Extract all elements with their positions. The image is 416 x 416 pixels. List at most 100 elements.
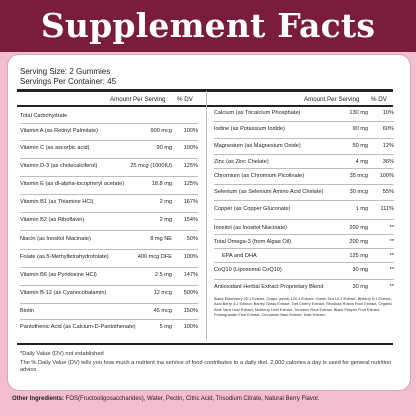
- column-divider: [206, 91, 207, 341]
- nutrient-amount: 35 mcg: [349, 173, 368, 179]
- right-dv-header: % DV: [371, 96, 387, 103]
- nutrient-dv: 154%: [183, 217, 198, 223]
- nutrient-dv: 60%: [382, 126, 394, 132]
- right-rows-item: Selenium (as Selenium Amino Acid Chelate…: [214, 187, 394, 198]
- row-divider: [214, 219, 394, 220]
- serving-size: Serving Size: 2 Gummies: [20, 67, 111, 76]
- row-divider: [20, 176, 198, 177]
- row-divider: [20, 158, 198, 159]
- nutrient-name: Vitamin D-3 (as cholecalciferol): [20, 163, 98, 169]
- nutrient-dv: **: [389, 239, 394, 245]
- nutrient-amount: 18.8 mg: [151, 181, 172, 187]
- nutrient-amount: 1 mg: [355, 206, 368, 212]
- nutrient-name: Zinc (as Zinc Chelate): [214, 159, 269, 165]
- nutrient-amount: 125 mg: [349, 253, 368, 259]
- nutrient-name: Vitamin B2 (as Riboflavin): [20, 217, 85, 223]
- left-rows-item: Vitamin E (as dl-alpha-tocopheryl acetat…: [20, 179, 198, 190]
- nutrient-name: Vitamin E (as dl-alpha-tocopheryl acetat…: [20, 181, 125, 187]
- nutrient-dv: **: [389, 284, 394, 290]
- nutrient-dv: 125%: [183, 163, 198, 169]
- left-rows-item: Vitamin B2 (as Riboflavin) 2 mg 154%: [20, 215, 198, 226]
- nutrient-name: Chromium (as Chromium Picolinate): [214, 173, 305, 179]
- left-rows-item: Vitamin B-12 (as Cyanocobalamin) 12 mcg 50…: [20, 288, 198, 299]
- nutrient-amount: 200 mg: [349, 225, 368, 231]
- right-rows-item: Zinc (as Zinc Chelate) 4 mg 36%: [214, 157, 394, 168]
- row-divider: [214, 121, 394, 122]
- nutrient-amount: 30 mg: [352, 267, 368, 273]
- nutrient-amount: 130 mg: [349, 110, 368, 116]
- row-divider: [214, 234, 394, 235]
- left-rows-item: Vitamin B6 (as Pyridoxine HCl) 2.5 mg 147%: [20, 270, 198, 281]
- row-divider: [214, 200, 394, 201]
- left-rows-item: Total Carbohydrate: [20, 111, 198, 122]
- top-rule: [17, 89, 393, 92]
- nutrient-dv: **: [389, 253, 394, 259]
- nutrient-name: Folate (as 5-Methyltetrahydrofolate): [20, 254, 109, 260]
- right-rows-item: Chromium (as Chromium Picolinate) 35 mcg 1…: [214, 171, 394, 182]
- nutrient-dv: **: [389, 267, 394, 273]
- nutrient-name: Vitamin B-12 (as Cyanocobalamin): [20, 290, 107, 296]
- nutrient-amount: 400 mcg DFE: [137, 254, 172, 260]
- page-title: Supplement Facts: [40, 6, 376, 45]
- nutrient-dv: 100%: [183, 254, 198, 260]
- nutrient-dv: 150%: [183, 308, 198, 314]
- nutrient-dv: **: [389, 225, 394, 231]
- nutrient-name: EPA and DHA: [222, 253, 257, 259]
- footnote-not-established: *Daily Value (DV) not established: [20, 351, 104, 357]
- nutrient-amount: 4 mg: [355, 159, 368, 165]
- right-rows-item: Antioxidant Herbal Extract Proprietary B…: [214, 282, 394, 293]
- nutrient-name: Iodine (as Potassium Iodide): [214, 126, 285, 132]
- nutrient-name: Copper (as Copper Gluconate): [214, 206, 291, 212]
- nutrient-amount: 90 mg: [156, 145, 172, 151]
- nutrient-amount: 2.5 mg: [154, 272, 172, 278]
- nutrient-name: Niacin (as Inositol Niacinate): [20, 236, 91, 242]
- left-rows-item: Vitamin D-3 (as cholecalciferol) 25 mcg (…: [20, 161, 198, 172]
- nutrient-dv: 100%: [183, 128, 198, 134]
- row-divider: [214, 168, 394, 169]
- nutrient-amount: 25 mcg (1000IU): [130, 163, 172, 169]
- nutrient-name: Vitamin C (as ascorbic acid): [20, 145, 90, 151]
- nutrient-amount: 5 mg: [159, 324, 172, 330]
- nutrient-name: Vitamin B6 (as Pyridoxine HCl): [20, 272, 97, 278]
- other-ingredients: Other Ingredients: FOS(Fructooligosaccha…: [12, 396, 412, 402]
- nutrient-name: Total Omega-3 (from Algae Oil): [214, 239, 292, 245]
- other-ingredients-text: FOS(Fructooligosaccharides), Water, Pect…: [64, 396, 320, 402]
- nutrient-amount: 8 mg NE: [150, 236, 172, 242]
- left-amount-header: Amount Per Serving: [110, 96, 166, 103]
- nutrient-name: Inositol (as Inositol Niacinate): [214, 225, 288, 231]
- row-divider: [214, 262, 394, 263]
- nutrient-amount: 45 mcg: [153, 308, 172, 314]
- nutrient-name: Pantothenic Acid (as Calcium-D-Pantothen…: [20, 324, 136, 330]
- nutrient-dv: 10%: [382, 110, 394, 116]
- row-divider: [20, 319, 198, 320]
- nutrient-dv: 500%: [183, 290, 198, 296]
- left-rows-item: Niacin (as Inositol Niacinate) 8 mg NE 50%: [20, 234, 198, 245]
- nutrient-dv: 100%: [183, 324, 198, 330]
- facts-panel: [7, 54, 411, 391]
- nutrient-dv: 100%: [183, 145, 198, 151]
- right-rows-item: Copper (as Copper Gluconate) 1 mg 111%: [214, 204, 394, 215]
- left-rows-item: Biotin 45 mcg 150%: [20, 306, 198, 317]
- left-rows-item: Vitamin A (as Retinyl Palmitate) 900 mcg 1…: [20, 126, 198, 137]
- row-divider: [20, 285, 198, 286]
- nutrient-amount: 30 mcg: [349, 189, 368, 195]
- nutrient-amount: 2 mg: [159, 217, 172, 223]
- left-dv-header: % DV: [177, 96, 193, 103]
- left-rows-item: Vitamin B1 (as Thiamine HCl) 2 mg 167%: [20, 197, 198, 208]
- other-ingredients-label: Other Ingredients:: [12, 396, 65, 402]
- title-band: [0, 0, 416, 52]
- nutrient-dv: 125%: [183, 181, 198, 187]
- nutrient-name: Selenium (as Selenium Amino Acid Chelate…: [214, 189, 324, 195]
- nutrient-amount: 30 mg: [352, 284, 368, 290]
- right-rows-item: CoQ10 (Liposomal CoQ10) 30 mg **: [214, 265, 394, 276]
- nutrient-dv: 111%: [380, 206, 394, 212]
- row-divider: [20, 249, 198, 250]
- nutrient-name: CoQ10 (Liposomal CoQ10): [214, 267, 282, 273]
- servings-per-container: Servings Per Container: 45: [20, 77, 117, 86]
- nutrient-dv: 167%: [183, 199, 198, 205]
- left-rows-item: Folate (as 5-Methyltetrahydrofolate) 400 …: [20, 252, 198, 263]
- blend-ingredients: Black Elderberry 20:1 Extract, Grape (se…: [214, 296, 393, 318]
- right-rows-item: Iodine (as Potassium Iodide) 90 mg 60%: [214, 124, 394, 135]
- nutrient-name: Total Carbohydrate: [20, 113, 68, 119]
- left-rows-item: Vitamin C (as ascorbic acid) 90 mg 100%: [20, 143, 198, 154]
